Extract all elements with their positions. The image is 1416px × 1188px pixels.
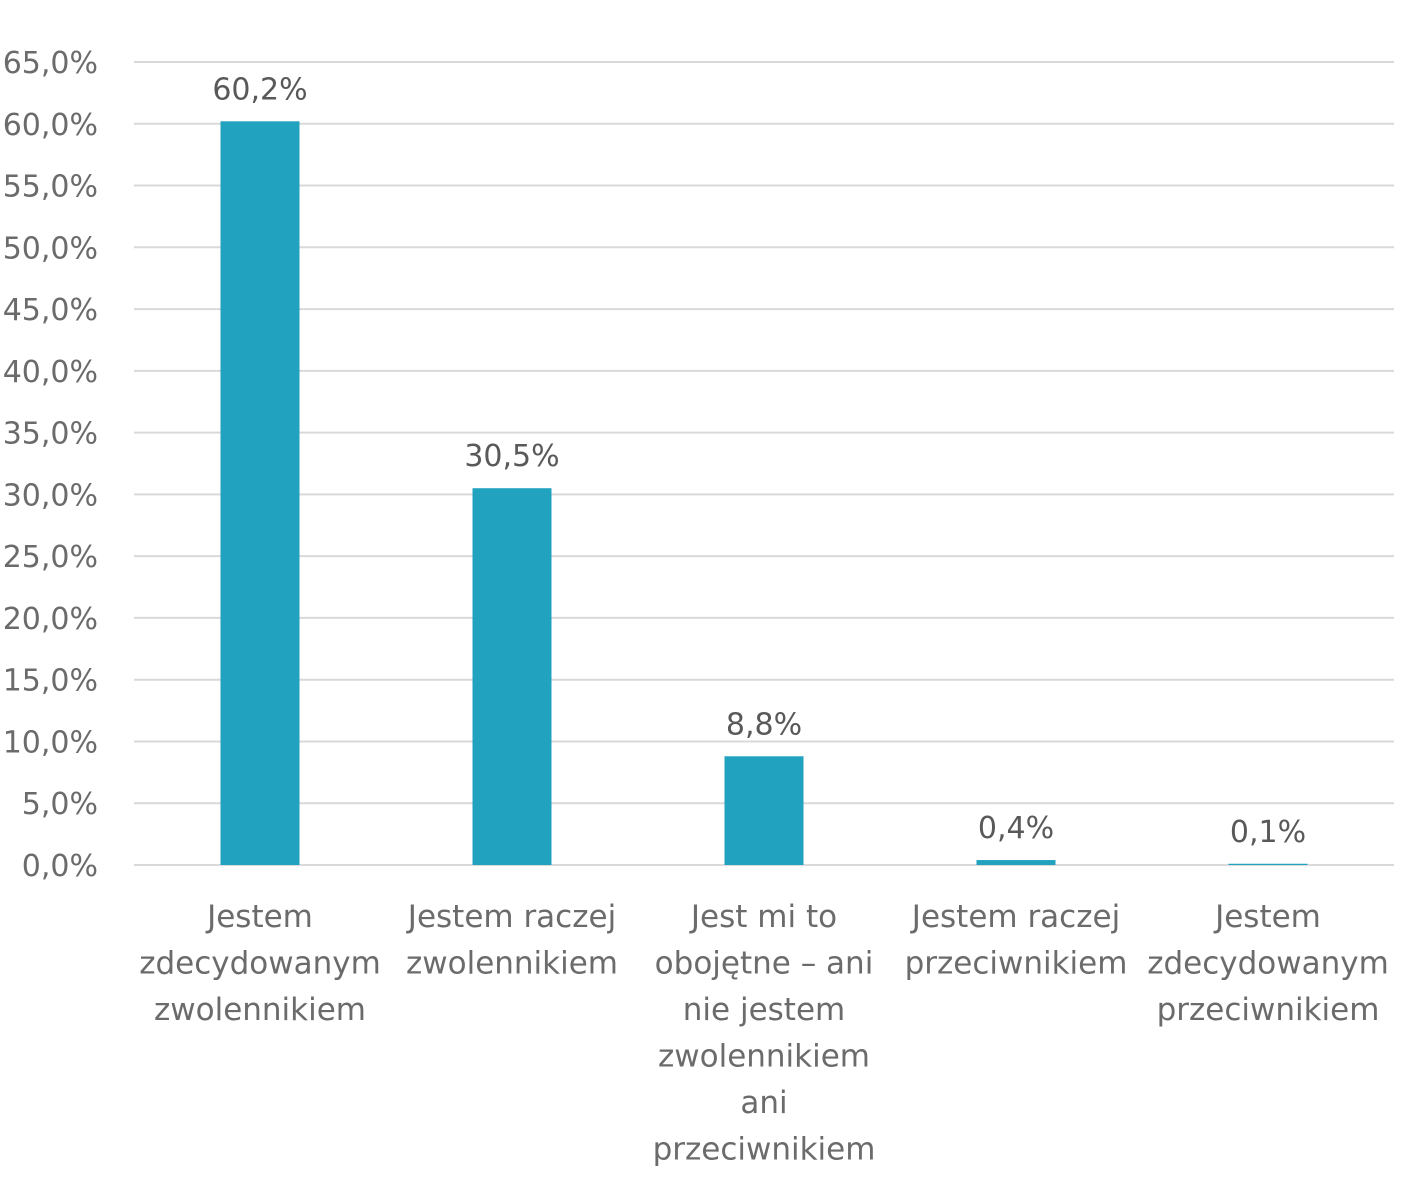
bar (976, 860, 1056, 865)
y-tick-label: 25,0% (3, 540, 98, 575)
y-tick-label: 10,0% (3, 725, 98, 760)
x-category-label: przeciwnikiem (653, 1132, 876, 1168)
y-tick-label: 15,0% (3, 664, 98, 699)
y-tick-label: 30,0% (3, 478, 98, 513)
bar (724, 756, 804, 865)
x-category-label: Jestem (1213, 899, 1321, 935)
data-label: 0,1% (1230, 815, 1306, 850)
x-category-label: zdecydowanym (139, 946, 381, 982)
y-tick-label: 45,0% (3, 293, 98, 328)
y-tick-label: 5,0% (22, 787, 98, 822)
data-label: 0,4% (978, 811, 1054, 846)
x-category-label: Jestem raczej (406, 899, 616, 935)
x-category-label: nie jestem (683, 992, 845, 1028)
x-category-label: Jestem raczej (910, 899, 1120, 935)
x-category-label: zwolennikiem (154, 992, 366, 1028)
y-tick-label: 55,0% (3, 170, 98, 205)
y-tick-label: 65,0% (3, 46, 98, 81)
data-label: 8,8% (726, 707, 802, 742)
x-category-label: Jest mi to (689, 899, 837, 935)
data-label: 60,2% (212, 72, 307, 107)
bar (472, 488, 552, 865)
y-tick-label: 20,0% (3, 602, 98, 637)
x-category-label: zdecydowanym (1147, 946, 1389, 982)
x-category-label: zwolennikiem (658, 1039, 870, 1075)
data-label: 30,5% (464, 439, 559, 474)
x-category-label: przeciwnikiem (905, 946, 1128, 982)
x-category-label: zwolennikiem (406, 946, 618, 982)
y-tick-label: 60,0% (3, 108, 98, 143)
y-tick-label: 35,0% (3, 417, 98, 452)
x-category-label: obojętne – ani (655, 946, 874, 982)
x-category-label: ani (740, 1085, 787, 1121)
y-tick-label: 40,0% (3, 355, 98, 390)
y-tick-label: 0,0% (22, 849, 98, 884)
y-tick-label: 50,0% (3, 231, 98, 266)
bar (1228, 863, 1308, 865)
x-category-label: Jestem (205, 899, 313, 935)
bar (220, 121, 300, 865)
x-category-label: przeciwnikiem (1157, 992, 1380, 1028)
